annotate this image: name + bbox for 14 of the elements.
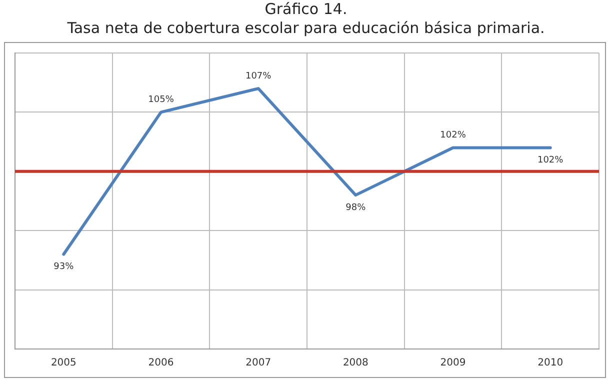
- data-label: 98%: [346, 202, 366, 213]
- x-tick-label: 2009: [440, 358, 466, 369]
- chart-subtitle: Tasa neta de cobertura escolar para educación básica primaria.: [66, 18, 546, 38]
- x-tick-label: 2007: [246, 358, 272, 369]
- data-label: 107%: [245, 71, 272, 82]
- data-label: 93%: [54, 262, 74, 272]
- x-tick-label: 2005: [50, 358, 76, 369]
- data-label: 102%: [537, 156, 564, 166]
- x-tick-label: 2010: [538, 358, 564, 369]
- x-tick-label: 2008: [342, 358, 368, 369]
- x-tick-label: 2006: [148, 358, 174, 369]
- data-label: 105%: [148, 95, 174, 106]
- chart-title: Gráfico 14.: [264, 0, 348, 18]
- data-label: 102%: [440, 130, 466, 141]
